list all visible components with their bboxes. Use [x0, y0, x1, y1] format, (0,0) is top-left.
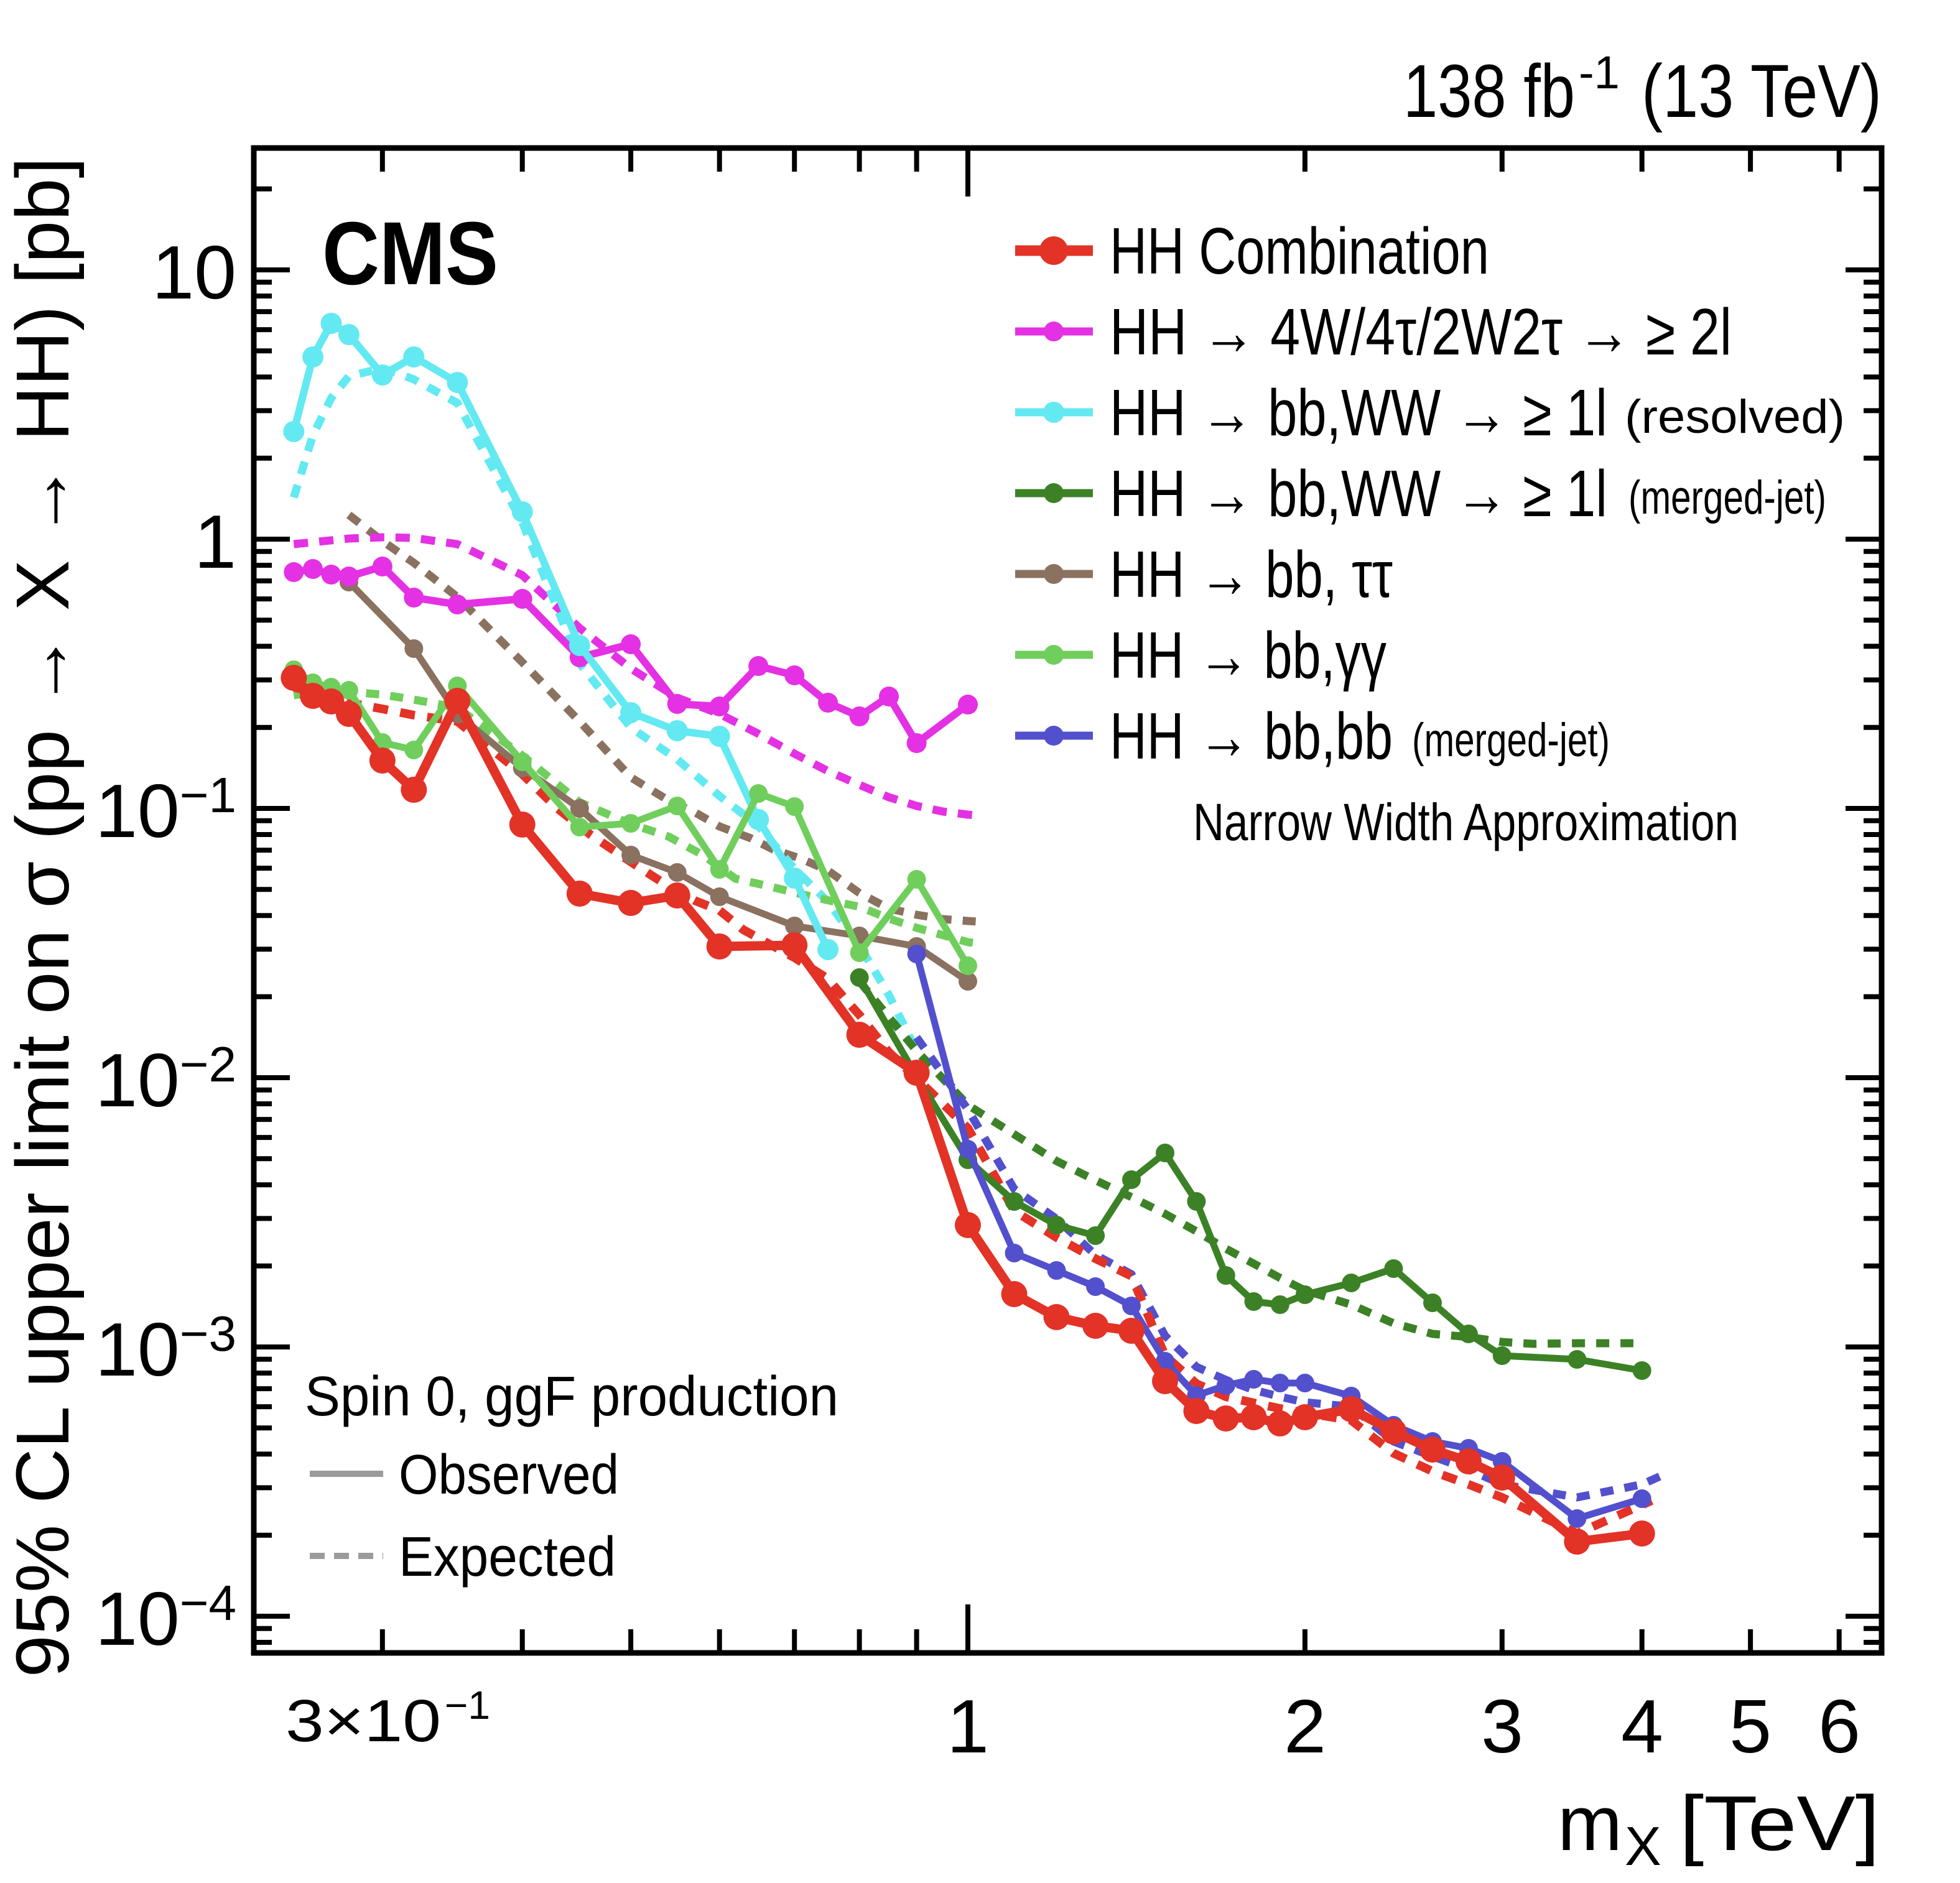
svg-text:Expected: Expected	[399, 1526, 616, 1588]
svg-text:HH → bb,γγ: HH → bb,γγ	[1110, 619, 1386, 692]
svg-text:CMS: CMS	[322, 203, 498, 303]
svg-text:HH → 4W/4τ/2W2τ → ≥ 2l: HH → 4W/4τ/2W2τ → ≥ 2l	[1110, 295, 1732, 369]
svg-text:10−2: 10−2	[95, 1037, 236, 1122]
svg-text:Spin 0, ggF production: Spin 0, ggF production	[305, 1366, 838, 1428]
svg-text:4: 4	[1621, 1684, 1663, 1769]
svg-text:Narrow Width Approximation: Narrow Width Approximation	[1193, 793, 1739, 851]
svg-text:(13 TeV): (13 TeV)	[1642, 49, 1882, 133]
svg-text:X: X	[1625, 1815, 1661, 1877]
svg-text:HH → bb,bb: HH → bb,bb	[1110, 700, 1393, 773]
svg-text:HH → bb,WW → ≥ 1l: HH → bb,WW → ≥ 1l	[1110, 457, 1607, 530]
svg-text:Observed: Observed	[399, 1444, 619, 1506]
svg-text:5: 5	[1729, 1684, 1772, 1769]
svg-text:−1: −1	[445, 1683, 490, 1728]
svg-text:6: 6	[1818, 1684, 1860, 1769]
svg-text:2: 2	[1284, 1684, 1326, 1769]
svg-text:10−3: 10−3	[95, 1306, 236, 1392]
svg-text:(resolved): (resolved)	[1625, 391, 1845, 443]
svg-text:m: m	[1558, 1780, 1622, 1867]
svg-text:1: 1	[194, 499, 236, 584]
svg-text:HH → bb,WW → ≥ 1l: HH → bb,WW → ≥ 1l	[1110, 376, 1607, 450]
svg-text:95% CL upper limit on σ (pp →: 95% CL upper limit on σ (pp → X → HH) [p…	[0, 157, 85, 1678]
svg-text:10: 10	[152, 230, 236, 315]
svg-text:[TeV]: [TeV]	[1679, 1780, 1880, 1867]
svg-text:-1: -1	[1579, 47, 1620, 98]
svg-text:3: 3	[1481, 1684, 1523, 1769]
svg-text:3×10: 3×10	[286, 1688, 441, 1754]
svg-text:138 fb: 138 fb	[1403, 49, 1575, 133]
svg-text:HH Combination: HH Combination	[1110, 215, 1489, 288]
svg-text:HH → bb, ττ: HH → bb, ττ	[1110, 538, 1393, 611]
svg-text:(merged-jet): (merged-jet)	[1412, 714, 1610, 767]
svg-text:(merged-jet): (merged-jet)	[1628, 471, 1826, 524]
svg-text:1: 1	[947, 1684, 989, 1769]
